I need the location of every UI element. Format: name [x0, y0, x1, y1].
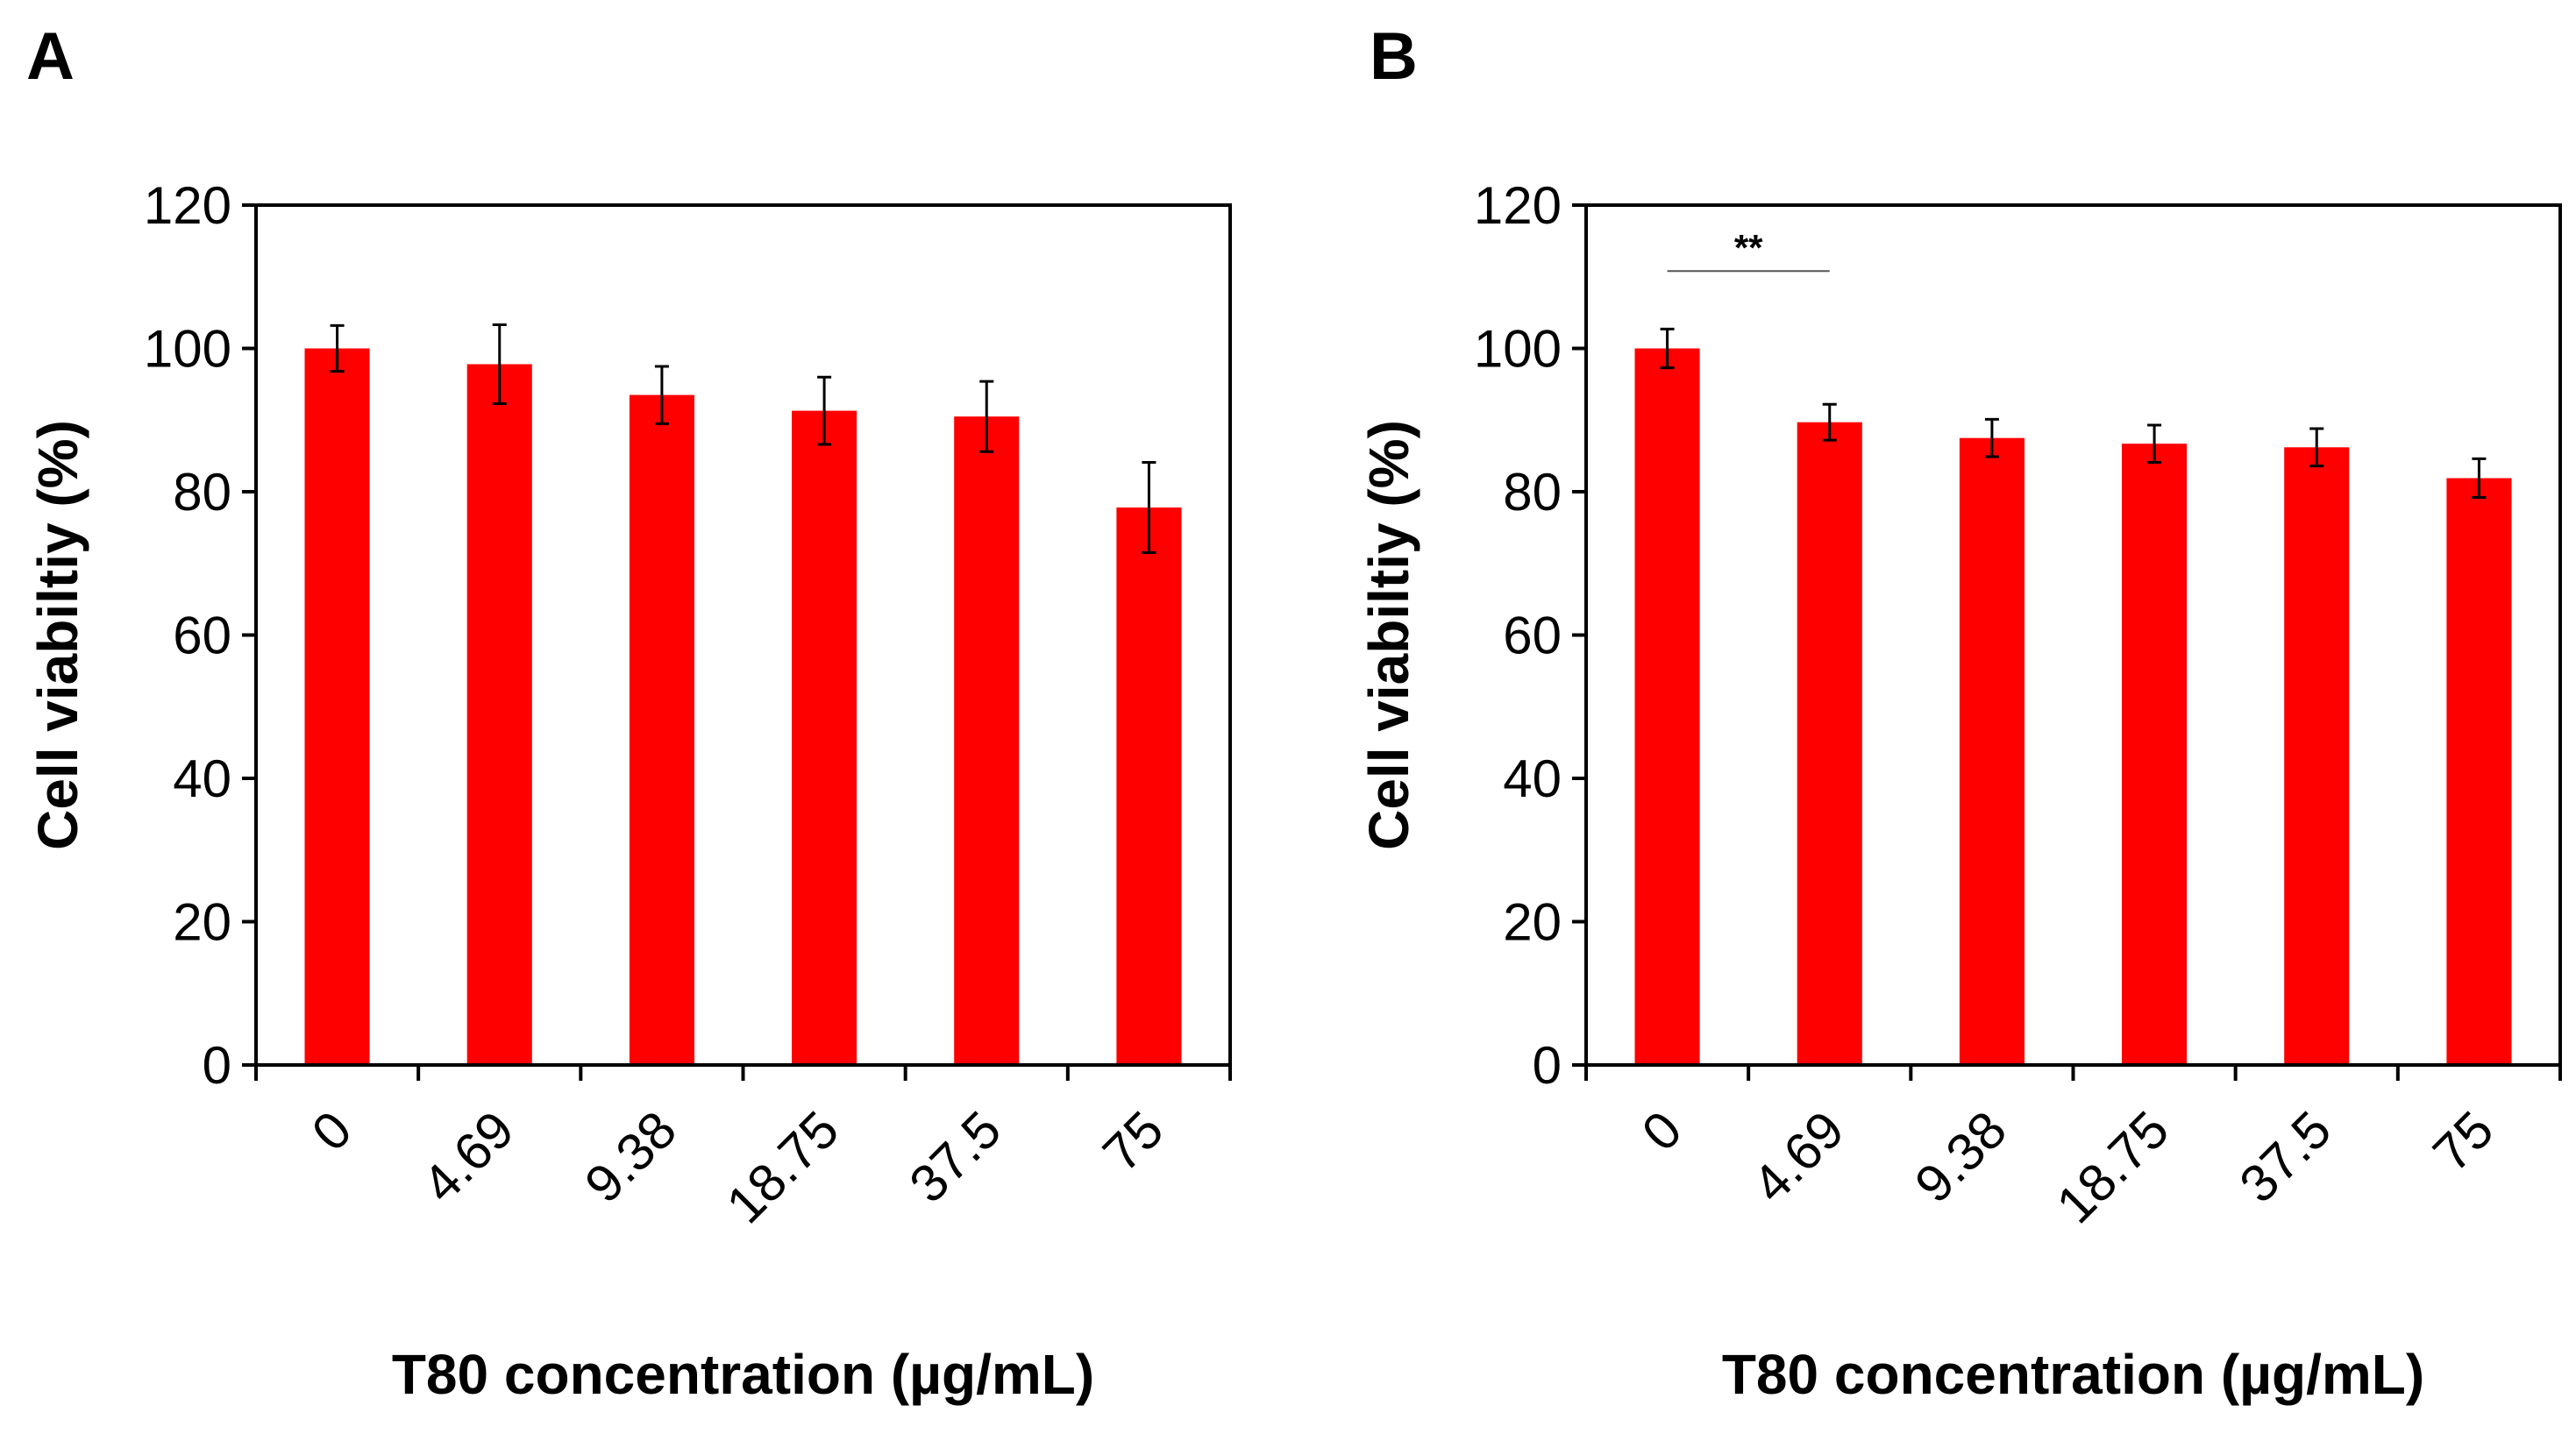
panel-a-bar-4: [954, 416, 1020, 1065]
panel-b-letter: B: [1370, 19, 1418, 94]
panel-b-bar-1: [1797, 422, 1862, 1065]
panel-a-y-tick-label-40: 40: [173, 749, 231, 808]
panel-a-y-axis-title: Cell viabiltiy (%): [26, 420, 89, 850]
panel-b-y-axis-title: Cell viabiltiy (%): [1357, 420, 1420, 850]
panel-a-y-tick-label-80: 80: [173, 463, 231, 522]
panel-b-y-tick-label-100: 100: [1474, 320, 1562, 379]
panel-a-error-bar-4: [979, 380, 994, 453]
panel-b-x-tick-label-4: 37.5: [2228, 1100, 2342, 1214]
panel-b-y-tick-label-40: 40: [1503, 749, 1562, 808]
panel-a-plot-frame: [254, 203, 1232, 1067]
panel-b-y-tick-label-20: 20: [1503, 893, 1562, 952]
panel-a-x-tick-label-5: 75: [1092, 1100, 1175, 1183]
panel-b-x-tick-label-0: 0: [1631, 1100, 1693, 1162]
panel-a-bar-2: [629, 394, 694, 1066]
panel-b-error-bar-3: [2147, 423, 2162, 464]
panel-b-error-bar-2: [1984, 417, 1999, 458]
panel-b-x-axis-title: T80 concentration (µg/mL): [1722, 1343, 2424, 1406]
panel-a-bar-5: [1116, 508, 1182, 1065]
panel-a-y-tick-label-60: 60: [173, 607, 231, 665]
panel-a-error-bar-3: [817, 375, 832, 446]
panel-b-y-tick-label-60: 60: [1503, 607, 1562, 665]
panel-b-y-tick-label-120: 120: [1474, 176, 1562, 235]
panel-b-plot-frame: [1584, 203, 2562, 1067]
panel-a-y-tick-label-20: 20: [173, 893, 231, 952]
panel-b-y-tick-label-0: 0: [1533, 1036, 1562, 1095]
panel-b-bar-2: [1959, 437, 2025, 1065]
panel-a-y-tick-label-120: 120: [144, 176, 231, 235]
panel-b-bar-3: [2122, 444, 2188, 1065]
panel-b-error-bar-1: [1822, 402, 1837, 442]
panel-b-x-tick-label-3: 18.75: [2046, 1100, 2181, 1235]
panel-a-x-tick-label-3: 18.75: [715, 1100, 850, 1235]
panel-a-error-bar-0: [330, 323, 345, 373]
chart-panel-a: A 0 20 40 60 80 100 120 0 4.69 9.38 18.75 37.5 75 Cell…: [26, 19, 1232, 1406]
panel-b-bar-4: [2284, 447, 2350, 1065]
panel-b-error-bar-0: [1660, 327, 1675, 370]
panel-b-x-tick-label-1: 4.69: [1741, 1100, 1855, 1214]
panel-b-error-bar-5: [2472, 457, 2487, 500]
panel-b-bar-0: [1634, 348, 1700, 1065]
panel-a-error-bar-1: [492, 323, 507, 405]
panel-a-x-tick-label-4: 37.5: [898, 1100, 1012, 1214]
panel-b-significance-label: **: [1734, 227, 1763, 268]
panel-a-bar-1: [466, 364, 532, 1065]
panel-b-bar-5: [2446, 478, 2512, 1065]
chart-panel-b: B 0 20 40 60 80 100 120 0 4.69 9.38 18.75 37.5 75 Cell…: [1357, 19, 2562, 1406]
panel-b-y-tick-label-80: 80: [1503, 463, 1562, 522]
panel-a-x-tick-label-1: 4.69: [411, 1100, 525, 1214]
panel-b-x-tick-label-5: 75: [2422, 1100, 2505, 1183]
panel-b-error-bar-4: [2309, 427, 2324, 468]
panel-a-y-tick-label-100: 100: [144, 320, 231, 379]
panel-a-x-axis-title: T80 concentration (µg/mL): [392, 1343, 1094, 1406]
panel-a-bar-3: [792, 410, 857, 1066]
panel-a-x-tick-label-0: 0: [301, 1100, 363, 1162]
panel-a-x-tick-label-2: 9.38: [573, 1100, 687, 1214]
panel-a-bar-0: [304, 348, 370, 1065]
panel-a-error-bar-5: [1142, 460, 1156, 554]
panel-a-error-bar-2: [654, 365, 669, 425]
panel-b-x-tick-label-2: 9.38: [1904, 1100, 2017, 1214]
panel-a-y-tick-label-0: 0: [203, 1036, 231, 1095]
panel-a-letter: A: [26, 19, 75, 94]
